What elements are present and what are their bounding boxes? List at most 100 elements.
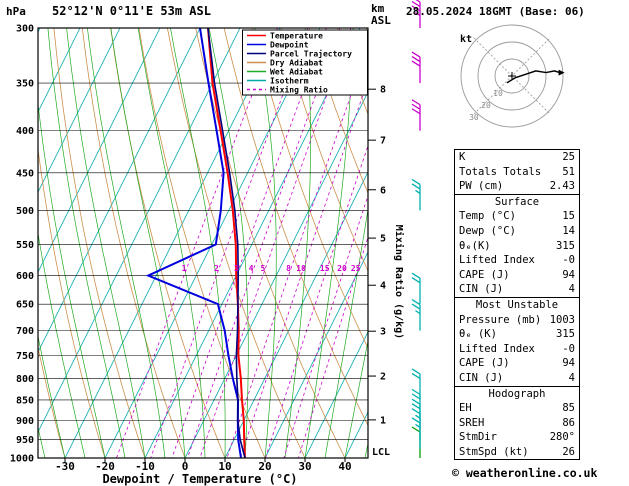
stats-value: 14 [562, 224, 575, 237]
stats-value: 4 [568, 371, 575, 384]
km-tick-label: 5 [380, 234, 386, 245]
wind-barb [411, 99, 421, 131]
wet-adiabat-line [87, 28, 166, 458]
pressure-tick-label: 300 [16, 24, 34, 35]
stats-row: Dewp (°C) 14 [455, 224, 579, 239]
stats-row: EH 85 [455, 401, 579, 416]
pressure-tick-label: 350 [16, 79, 34, 90]
wind-barb-feather [411, 178, 421, 185]
pressure-tick-label: 750 [16, 351, 34, 362]
mixing-ratio-axis-label: Mixing Ratio (g/kg) [393, 225, 405, 339]
isotherm-line [184, 91, 368, 458]
stats-label: StmDir [459, 431, 497, 444]
x-axis-title: Dewpoint / Temperature (°C) [102, 472, 297, 486]
wind-barb-feather [411, 103, 421, 110]
stats-value: 315 [556, 328, 575, 341]
stats-value: 315 [556, 239, 575, 252]
wind-barb-feather [411, 398, 421, 405]
wind-barb-feather [411, 393, 421, 400]
isotherm-line [104, 28, 321, 458]
wet-adiabat-line [47, 28, 126, 458]
datetime-label: 28.05.2024 18GMT (Base: 06) [406, 5, 585, 18]
mixing-ratio-value-label: 4 [249, 264, 254, 273]
dry-adiabat-line [308, 28, 368, 195]
legend-item-label: Temperature [270, 32, 323, 41]
km-tick-label: 6 [380, 185, 386, 196]
temp-tick-label: -10 [135, 460, 155, 473]
stats-label: EH [459, 402, 472, 415]
legend-item-label: Mixing Ratio [270, 85, 328, 95]
mixing-ratio-value-label: 3 [234, 264, 239, 273]
dry-adiabat-line [280, 28, 368, 273]
stats-value: 1003 [549, 313, 575, 326]
wet-adiabats [38, 28, 368, 458]
stats-row: CIN (J) 4 [455, 282, 579, 297]
temp-tick-label: 20 [258, 460, 271, 473]
stats-row: K 25 [455, 150, 579, 165]
station-title: 52°12'N 0°11'E 53m ASL [52, 4, 211, 18]
dry-adiabat-line [38, 345, 66, 458]
pressure-tick-label: 700 [16, 326, 34, 337]
isotherm-line [38, 28, 241, 433]
sounding-curves [145, 28, 246, 458]
pressure-tick-label: 500 [16, 206, 34, 217]
isotherm-line [38, 28, 201, 353]
wind-barb-half-feather [415, 11, 421, 17]
wind-barb-feather [411, 372, 421, 380]
stats-section-header: Hodograph [455, 385, 579, 402]
stats-label: Dewp (°C) [459, 224, 516, 237]
wind-barb-feather [415, 0, 421, 3]
isotherm-line [38, 28, 81, 113]
stats-row: StmSpd (kt) 26 [455, 445, 579, 460]
stats-row: Totals Totals 51 [455, 165, 579, 180]
wind-barb-feather [411, 426, 421, 433]
stats-row: CAPE (J) 94 [455, 356, 579, 371]
pressure-unit-label: hPa [6, 5, 26, 18]
stats-label: StmSpd (kt) [459, 445, 529, 458]
stats-label: CAPE (J) [459, 268, 510, 281]
legend-item-label: Isotherm [270, 77, 309, 86]
stats-value: 94 [562, 268, 575, 281]
wind-barb-feather [411, 303, 421, 310]
wind-barb [411, 417, 421, 449]
wind-barb-half-feather [415, 423, 421, 428]
temp-tick-label: -20 [95, 460, 115, 473]
temp-tick-label: -30 [55, 460, 75, 473]
hodograph-ring-label: 20 [481, 101, 491, 110]
temp-tick-label: 30 [298, 460, 311, 473]
mixing-ratio-line [171, 28, 327, 458]
stats-label: PW (cm) [459, 180, 504, 193]
wet-adiabat-line [364, 441, 368, 458]
pressure-tick-label: 600 [16, 271, 34, 282]
stats-table: K 25 Totals Totals 51 PW (cm) 2.43 Surface Temp… [454, 149, 580, 461]
wind-barb-feather [411, 51, 421, 58]
wind-barb-feather [411, 417, 421, 424]
plot-border [37, 27, 369, 459]
wind-barb [411, 426, 421, 458]
km-tick-label: 7 [380, 136, 386, 147]
wind-barb-feather [411, 403, 421, 410]
wet-adiabat-line [208, 28, 249, 458]
mixing-ratio-value-label: 1 [182, 264, 187, 273]
wind-barb-feather [411, 408, 421, 415]
dry-adiabats [38, 28, 368, 458]
mixing-ratio-value-label: 25 [351, 264, 361, 273]
wind-barb [411, 272, 421, 305]
wet-adiabat-line [110, 28, 186, 458]
wind-barb [411, 368, 421, 400]
legend-item-label: Dry Adiabat [270, 58, 323, 68]
legend-item-label: Dewpoint [270, 40, 309, 50]
km-tick-label: 4 [380, 281, 386, 292]
mixing-ratio-labels: 1 2 3 4 5 8 10 15 20 25 [182, 264, 361, 273]
wet-adiabat-line [344, 339, 368, 458]
stats-value: -0 [562, 342, 575, 355]
stats-value: 85 [562, 402, 575, 415]
stats-value: 15 [562, 210, 575, 223]
stats-value: 2.43 [549, 180, 575, 193]
stats-label: Lifted Index [459, 342, 535, 355]
wind-barb-feather [411, 56, 421, 63]
